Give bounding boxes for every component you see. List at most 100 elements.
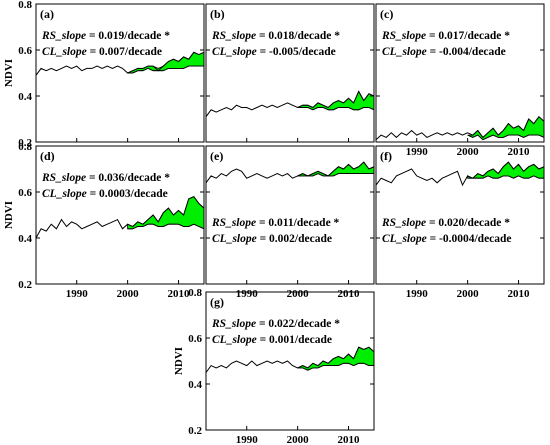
trend-fill-area — [297, 90, 375, 111]
cl-slope-label: CL_slope — [42, 46, 87, 58]
plot-frame — [205, 145, 375, 285]
panel-label: (c) — [380, 7, 393, 21]
y-tick-label: 0.4 — [188, 379, 202, 391]
panel-label: (e) — [210, 149, 223, 163]
x-tick-label: 1990 — [406, 146, 429, 158]
rs-slope-value: = 0.022/decade * — [256, 318, 340, 330]
rs-slope-label: RS_slope — [381, 217, 426, 229]
cl-slope-label: CL_slope — [382, 46, 427, 58]
cl-series-line — [297, 107, 375, 111]
y-tick-label: 0.6 — [188, 333, 202, 345]
plot-frame — [375, 145, 545, 285]
cl-slope-text: CL_slope = -0.004/decade — [382, 46, 506, 58]
cl-series-line — [467, 134, 545, 141]
y-tick-label: 0.2 — [18, 279, 32, 291]
rs-slope-text: RS_slope = 0.019/decade * — [41, 30, 170, 42]
rs-slope-label: RS_slope — [41, 172, 86, 184]
panel-label: (a) — [40, 7, 54, 21]
y-axis-label: NDVI — [173, 347, 185, 375]
panel-e: 1990 2000 2010 (e) RS_slope = 0.011/decade *… — [205, 145, 375, 300]
x-tick-label: 2010 — [338, 434, 361, 445]
cl-slope-text: CL_slope = -0.005/decade — [212, 46, 336, 58]
panel-c: 1990 2000 2010 (c) RS_slope = 0.017/decade *… — [375, 3, 545, 158]
y-tick-label: 0.4 — [18, 233, 32, 245]
panel-d: 0.2 0.4 0.6 0.8 1990 2000 2010 NDVI (d) RS_slope … — [3, 141, 205, 300]
rs-slope-text: RS_slope = 0.017/decade * — [381, 30, 510, 42]
x-tick-label: 2010 — [338, 288, 361, 300]
cl-slope-value: = -0.0004/decade — [427, 233, 512, 245]
panel-label: (b) — [210, 7, 225, 21]
rs-series-line — [205, 346, 375, 373]
plot-frame — [205, 291, 375, 431]
y-tick-label: 0.2 — [18, 137, 32, 149]
cl-series-line — [297, 173, 374, 177]
cl-slope-value: = 0.001/decade — [257, 334, 332, 346]
plot-frame — [35, 3, 205, 143]
rs-slope-text: RS_slope = 0.020/decade * — [381, 217, 510, 229]
x-tick-label: 1990 — [66, 288, 89, 300]
x-tick-label: 1990 — [406, 288, 429, 300]
rs-series-line — [35, 51, 205, 76]
rs-slope-value: = 0.011/decade * — [256, 217, 339, 229]
cl-slope-text: CL_slope = 0.002/decade — [212, 233, 332, 245]
cl-slope-label: CL_slope — [42, 188, 87, 200]
x-tick-label: 2010 — [508, 146, 531, 158]
y-tick-label: 0.8 — [18, 0, 32, 11]
trend-fill-area — [127, 196, 205, 230]
rs-slope-value: = 0.036/decade * — [86, 172, 170, 184]
cl-slope-text: CL_slope = 0.001/decade — [212, 334, 332, 346]
x-tick-label: 1990 — [236, 434, 259, 445]
panel-g: 0.2 0.4 0.6 0.8 1990 2000 2010 NDVI (g) RS_slope … — [173, 287, 375, 445]
plot-frame — [375, 3, 545, 143]
y-axis-label: NDVI — [3, 59, 15, 87]
panel-b: (b) RS_slope = 0.018/decade * CL_slope = -… — [205, 3, 375, 143]
x-tick-label: 2010 — [168, 288, 191, 300]
cl-slope-value: = -0.005/decade — [257, 46, 336, 58]
cl-slope-label: CL_slope — [382, 233, 427, 245]
y-tick-label: 0.8 — [188, 287, 202, 299]
cl-series-line — [127, 65, 204, 74]
rs-slope-label: RS_slope — [211, 318, 256, 330]
x-tick-label: 2000 — [457, 146, 480, 158]
panel-a: 0.2 0.4 0.6 0.8 NDVI (a) RS_slope = 0.019/deca… — [3, 0, 205, 149]
rs-slope-label: RS_slope — [381, 30, 426, 42]
y-tick-label: 0.6 — [18, 187, 32, 199]
rs-series-line — [205, 90, 375, 117]
cl-slope-text: CL_slope = 0.0003/decade — [42, 188, 168, 200]
rs-slope-label: RS_slope — [211, 30, 256, 42]
cl-series-line — [297, 362, 374, 371]
rs-series-line — [205, 161, 375, 184]
y-tick-label: 0.6 — [18, 45, 32, 57]
y-tick-label: 0.4 — [18, 91, 32, 103]
rs-slope-label: RS_slope — [41, 30, 86, 42]
plot-frame — [35, 145, 205, 285]
cl-slope-value: = 0.002/decade — [257, 233, 332, 245]
plot-frame — [205, 3, 375, 143]
rs-series-line — [35, 195, 205, 239]
rs-slope-text: RS_slope = 0.018/decade * — [211, 30, 340, 42]
x-tick-label: 1990 — [236, 288, 259, 300]
cl-slope-text: CL_slope = -0.0004/decade — [382, 233, 512, 245]
cl-slope-value: = -0.004/decade — [427, 46, 506, 58]
panel-label: (d) — [40, 149, 55, 163]
rs-slope-label: RS_slope — [211, 217, 256, 229]
x-tick-label: 2000 — [117, 288, 140, 300]
rs-slope-value: = 0.018/decade * — [256, 30, 340, 42]
cl-slope-value: = 0.0003/decade — [87, 188, 168, 200]
cl-slope-label: CL_slope — [212, 334, 257, 346]
y-tick-label: 0.2 — [188, 425, 202, 437]
panel-label: (f) — [380, 149, 392, 163]
y-tick-label: 0.8 — [18, 141, 32, 153]
y-axis-label: NDVI — [3, 201, 15, 229]
cl-series-line — [127, 223, 205, 230]
cl-slope-text: CL_slope = 0.007/decade — [42, 46, 162, 58]
x-tick-label: 2000 — [457, 288, 480, 300]
rs-slope-text: RS_slope = 0.022/decade * — [211, 318, 340, 330]
panel-label: (g) — [210, 295, 224, 309]
rs-series-line — [375, 115, 545, 141]
cl-series-line — [467, 175, 544, 179]
rs-slope-text: RS_slope = 0.011/decade * — [211, 217, 340, 229]
rs-slope-value: = 0.019/decade * — [86, 30, 170, 42]
cl-slope-label: CL_slope — [212, 233, 257, 245]
